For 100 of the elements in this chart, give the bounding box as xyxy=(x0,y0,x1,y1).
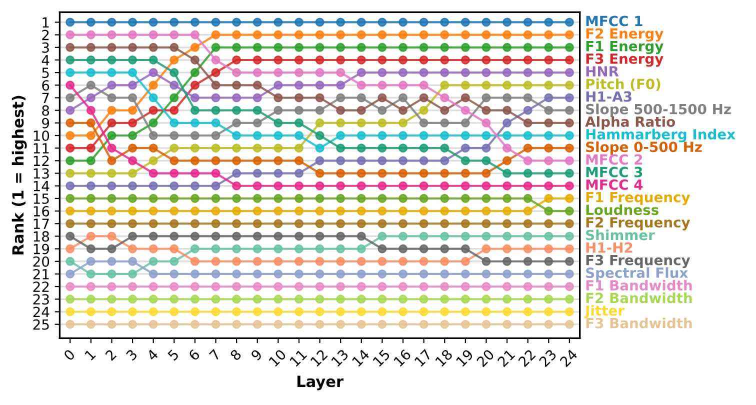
point xyxy=(148,194,158,203)
point xyxy=(315,144,324,153)
point xyxy=(398,80,408,90)
point xyxy=(66,282,75,292)
point xyxy=(148,282,158,292)
point xyxy=(211,106,220,115)
point xyxy=(502,156,512,166)
y-tick-label: 20 xyxy=(33,256,50,267)
point xyxy=(440,294,450,304)
point xyxy=(211,68,220,78)
point xyxy=(211,55,220,64)
point xyxy=(336,30,346,40)
point xyxy=(564,244,574,254)
point xyxy=(356,244,366,254)
x-tick-label: 0 xyxy=(63,348,76,362)
point xyxy=(482,93,491,102)
series-label: F2 Energy xyxy=(586,28,664,42)
point xyxy=(378,144,387,153)
y-tick-label: 17 xyxy=(34,218,49,229)
point xyxy=(482,320,491,329)
point xyxy=(502,244,512,254)
point xyxy=(398,93,408,102)
point xyxy=(128,307,138,316)
y-tick-label: 16 xyxy=(34,206,50,217)
point xyxy=(398,30,408,40)
point xyxy=(482,55,491,64)
point xyxy=(419,181,428,190)
point xyxy=(460,256,470,266)
point xyxy=(170,219,179,228)
point xyxy=(356,55,366,64)
point xyxy=(148,219,158,228)
point xyxy=(128,320,138,329)
y-tick-label: 22 xyxy=(33,282,49,292)
point xyxy=(523,320,532,329)
point xyxy=(315,206,324,216)
point xyxy=(378,68,387,78)
point xyxy=(440,181,450,190)
y-tick-label: 4 xyxy=(42,55,50,66)
x-tick-label: 8 xyxy=(230,348,242,362)
point xyxy=(419,55,428,64)
point xyxy=(86,144,96,153)
point xyxy=(190,106,200,115)
point xyxy=(398,219,408,228)
x-tick-label: 19 xyxy=(456,348,474,367)
y-tick-label: 18 xyxy=(34,231,50,242)
point xyxy=(170,294,179,304)
point xyxy=(544,93,554,102)
point xyxy=(66,130,75,140)
x-tick-label: 11 xyxy=(289,349,308,367)
point xyxy=(419,68,428,78)
point xyxy=(544,30,554,40)
point xyxy=(356,80,366,90)
series-label: Shimmer xyxy=(586,229,655,240)
point xyxy=(460,194,470,203)
point xyxy=(232,244,242,254)
point xyxy=(440,106,450,115)
point xyxy=(523,144,532,153)
point xyxy=(107,80,116,90)
point xyxy=(398,320,408,329)
point xyxy=(544,282,554,292)
point xyxy=(66,68,75,78)
point xyxy=(419,307,428,316)
point xyxy=(356,42,366,52)
point xyxy=(440,232,450,241)
point xyxy=(419,42,428,52)
point xyxy=(211,80,220,90)
y-tick-label: 13 xyxy=(34,168,49,179)
point xyxy=(66,18,75,27)
point xyxy=(148,156,158,166)
point xyxy=(440,68,450,78)
point xyxy=(398,181,408,190)
point xyxy=(232,144,242,153)
point xyxy=(128,206,138,216)
point xyxy=(190,294,200,304)
y-tick-label: 6 xyxy=(42,80,50,91)
y-tick-label: 15 xyxy=(34,194,49,204)
point xyxy=(378,206,387,216)
point xyxy=(86,68,96,78)
point xyxy=(170,30,179,40)
x-axis-title: Layer xyxy=(297,376,344,390)
y-tick-label: 25 xyxy=(33,319,49,330)
point xyxy=(274,106,283,115)
point xyxy=(315,30,324,40)
point xyxy=(107,106,116,115)
point xyxy=(170,42,179,52)
point xyxy=(148,256,158,266)
point xyxy=(86,320,96,329)
point xyxy=(107,219,116,228)
point xyxy=(378,194,387,203)
point xyxy=(170,130,179,140)
point xyxy=(378,55,387,64)
point xyxy=(294,307,304,316)
point xyxy=(356,320,366,329)
point xyxy=(66,269,75,278)
point xyxy=(211,18,220,27)
point xyxy=(107,181,116,190)
point xyxy=(107,156,116,166)
point xyxy=(86,206,96,216)
point xyxy=(564,194,574,203)
point xyxy=(294,55,304,64)
